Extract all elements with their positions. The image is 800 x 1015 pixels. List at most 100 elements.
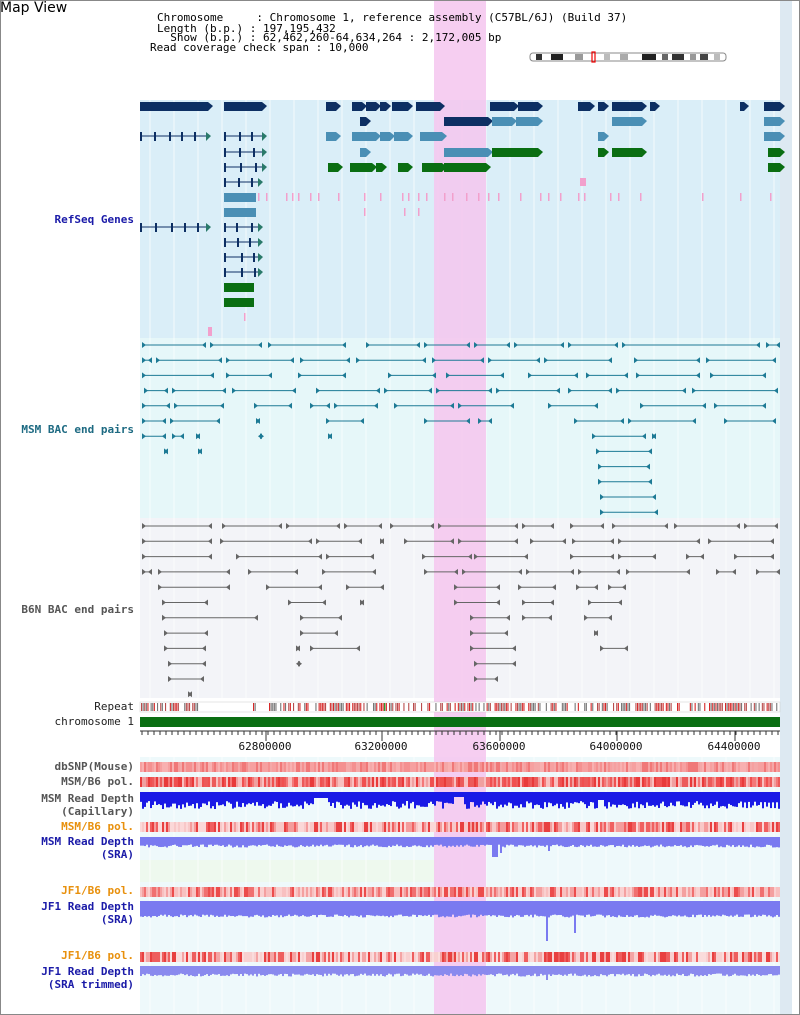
- refseq-gene[interactable]: [612, 102, 642, 111]
- refseq-gene[interactable]: [422, 163, 442, 172]
- refseq-gene[interactable]: [612, 117, 642, 126]
- refseq-gene[interactable]: [224, 193, 256, 202]
- repeat-element: [470, 703, 472, 711]
- refseq-gene[interactable]: [328, 163, 338, 172]
- dbsnp-strip: [142, 762, 144, 772]
- ideogram-position-marker[interactable]: [591, 51, 596, 63]
- jf1-b6-pol-strip: [306, 887, 308, 897]
- refseq-gene[interactable]: [598, 132, 604, 141]
- refseq-gene[interactable]: [420, 132, 442, 141]
- dbsnp-strip: [208, 762, 210, 772]
- msm-depth-sra-bar: [402, 837, 404, 848]
- refseq-gene[interactable]: [444, 163, 486, 172]
- jf1-b6-pol-strip: [292, 887, 294, 897]
- msm-depth-capillary-bar: [188, 792, 190, 806]
- refseq-gene[interactable]: [444, 148, 488, 157]
- repeat-element: [598, 703, 600, 711]
- repeat-element: [435, 703, 437, 711]
- refseq-gene[interactable]: [380, 102, 386, 111]
- jf1-b6-pol-strip: [490, 887, 492, 897]
- jf1-b6-pol-2-strip: [578, 952, 580, 962]
- refseq-gene[interactable]: [326, 102, 336, 111]
- msm-depth-capillary-bar: [238, 792, 240, 807]
- msm-b6-pol-strip: [358, 777, 360, 787]
- dbsnp-strip: [172, 762, 174, 772]
- refseq-gene-exon: [184, 223, 186, 232]
- refseq-gene[interactable]: [352, 102, 362, 111]
- jf1-b6-pol-2-strip: [484, 952, 486, 962]
- refseq-gene[interactable]: [650, 102, 655, 111]
- refseq-gene[interactable]: [416, 102, 440, 111]
- chromosome-bar[interactable]: [140, 717, 780, 727]
- refseq-gene[interactable]: [518, 102, 538, 111]
- msm-b6-pol-2-strip: [590, 822, 592, 832]
- b6n-bac-end-pair-end: [612, 523, 616, 529]
- jf1-depth-sra-bar: [748, 901, 750, 915]
- refseq-gene[interactable]: [578, 102, 590, 111]
- refseq-gene[interactable]: [224, 298, 254, 307]
- refseq-gene[interactable]: [360, 148, 366, 157]
- msm-depth-sra-bar: [416, 837, 418, 847]
- msm-depth-sra-bar: [228, 837, 230, 845]
- refseq-gene[interactable]: [444, 117, 488, 126]
- repeat-element: [307, 703, 309, 711]
- msm-b6-pol-strip: [256, 777, 258, 787]
- refseq-gene[interactable]: [326, 132, 336, 141]
- refseq-gene[interactable]: [398, 163, 408, 172]
- refseq-gene[interactable]: [360, 117, 366, 126]
- msm-b6-pol-2-strip: [622, 822, 624, 832]
- refseq-gene[interactable]: [598, 148, 604, 157]
- refseq-gene[interactable]: [598, 102, 604, 111]
- refseq-gene[interactable]: [740, 102, 744, 111]
- refseq-gene[interactable]: [350, 163, 372, 172]
- refseq-gene[interactable]: [764, 102, 780, 111]
- jf1-b6-pol-strip: [218, 887, 220, 897]
- dbsnp-strip: [618, 762, 620, 772]
- msm-depth-sra-bar: [158, 837, 160, 847]
- refseq-gene-arrow: [538, 117, 543, 126]
- refseq-gene[interactable]: [392, 102, 408, 111]
- refseq-gene[interactable]: [492, 117, 512, 126]
- refseq-gene[interactable]: [224, 208, 256, 217]
- msm-depth-sra-bar: [536, 837, 538, 848]
- msm-depth-sra-bar: [722, 837, 724, 848]
- jf1-b6-pol-strip: [674, 887, 676, 897]
- refseq-gene[interactable]: [492, 148, 538, 157]
- dbsnp-strip: [362, 762, 364, 772]
- jf1-depth-trimmed-bar: [158, 966, 160, 976]
- dbsnp-strip: [324, 762, 326, 772]
- refseq-gene[interactable]: [768, 163, 780, 172]
- refseq-gene[interactable]: [352, 132, 376, 141]
- jf1-depth-sra-bar: [284, 901, 286, 917]
- jf1-depth-sra-bar: [454, 901, 456, 918]
- jf1-depth-sra-bar: [354, 901, 356, 916]
- jf1-b6-pol-strip: [598, 887, 600, 897]
- refseq-gene[interactable]: [764, 132, 780, 141]
- refseq-gene[interactable]: [376, 163, 382, 172]
- msm-depth-sra-bar: [474, 837, 476, 847]
- refseq-gene-pink[interactable]: [208, 327, 212, 336]
- refseq-gene[interactable]: [140, 102, 208, 111]
- refseq-gene[interactable]: [224, 283, 254, 292]
- repeat-element: [545, 703, 547, 711]
- msm-depth-sra-bar: [710, 837, 712, 846]
- refseq-gene[interactable]: [764, 117, 780, 126]
- repeat-element: [389, 703, 391, 711]
- msm-depth-capillary-bar: [214, 792, 216, 809]
- repeat-element: [184, 703, 186, 711]
- msm-b6-pol-strip: [618, 777, 620, 787]
- refseq-gene[interactable]: [612, 148, 642, 157]
- jf1-b6-pol-strip: [344, 887, 346, 897]
- msm-depth-sra-bar: [764, 837, 766, 847]
- jf1-depth-sra-bar: [214, 901, 216, 917]
- refseq-gene[interactable]: [394, 132, 408, 141]
- refseq-gene[interactable]: [768, 148, 780, 157]
- refseq-gene[interactable]: [380, 132, 390, 141]
- refseq-gene[interactable]: [490, 102, 514, 111]
- dbsnp-strip: [356, 762, 358, 772]
- dbsnp-strip: [538, 762, 540, 772]
- refseq-gene[interactable]: [366, 102, 376, 111]
- refseq-gene[interactable]: [516, 117, 538, 126]
- refseq-gene[interactable]: [224, 102, 262, 111]
